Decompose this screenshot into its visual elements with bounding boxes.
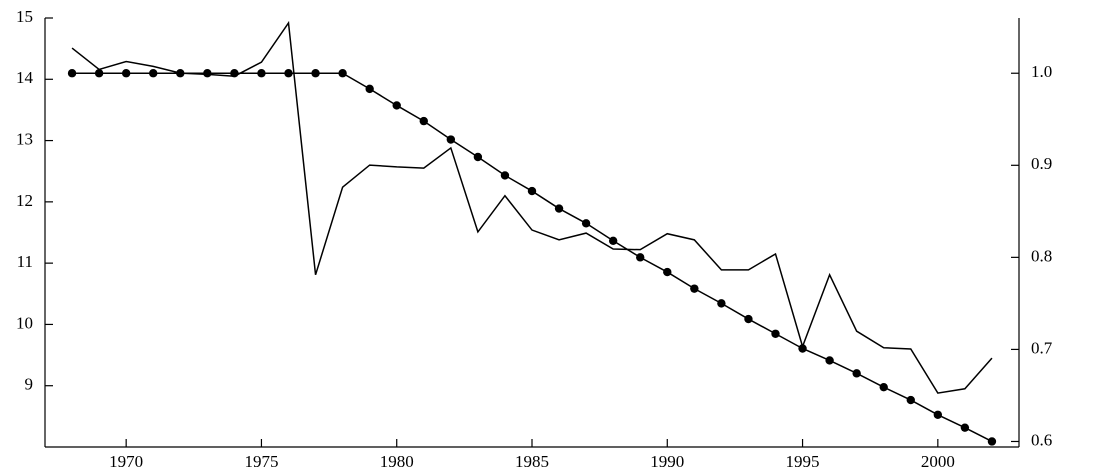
- y-tick-label: 12: [16, 191, 33, 210]
- series-point: [230, 69, 239, 78]
- series-point: [554, 204, 564, 213]
- y2-tick-label: 0.9: [1031, 154, 1052, 173]
- series-point: [527, 186, 537, 196]
- series-point: [94, 69, 104, 78]
- x-tick-label: 1980: [380, 452, 414, 471]
- series-point: [473, 152, 483, 162]
- series-point: [933, 410, 943, 419]
- series-point: [663, 267, 672, 277]
- series-point: [852, 369, 861, 378]
- series-point: [717, 299, 726, 308]
- series-point: [608, 236, 618, 245]
- series-point: [581, 219, 591, 228]
- series-point: [960, 423, 970, 432]
- x-tick-label: 1975: [244, 452, 278, 471]
- series-point: [203, 69, 212, 78]
- series-point: [419, 116, 428, 126]
- x-tick-label: 2000: [921, 452, 955, 471]
- series-point: [392, 101, 401, 110]
- series-point: [879, 382, 888, 392]
- series-point: [771, 329, 780, 338]
- y-tick-label: 11: [17, 252, 33, 271]
- y-tick-label: 13: [16, 129, 33, 148]
- series-point: [284, 69, 293, 78]
- series-point: [636, 253, 645, 262]
- series-point: [987, 437, 997, 446]
- series-point: [121, 69, 131, 78]
- y2-tick-label: 1.0: [1031, 62, 1052, 81]
- y2-tick-label: 0.7: [1031, 338, 1053, 357]
- series-point: [825, 356, 834, 365]
- x-tick-label: 1990: [650, 452, 684, 471]
- series-point: [744, 314, 753, 324]
- series-point: [257, 69, 266, 78]
- series-point: [906, 395, 915, 405]
- series-point: [365, 84, 374, 94]
- series-point: [67, 69, 77, 78]
- series-point: [798, 344, 807, 353]
- x-tick-label: 1970: [109, 452, 143, 471]
- y-tick-label: 14: [16, 68, 34, 87]
- series-line: [71, 20, 993, 394]
- series-point: [500, 171, 510, 180]
- y-tick-label: 9: [25, 375, 34, 394]
- y2-tick-label: 0.8: [1031, 246, 1052, 265]
- x-tick-label: 1995: [786, 452, 820, 471]
- x-tick-label: 1985: [515, 452, 549, 471]
- y-tick-label: 15: [16, 7, 33, 26]
- series-point: [149, 69, 158, 78]
- y2-tick-label: 0.6: [1031, 430, 1052, 449]
- series-point: [446, 135, 456, 144]
- series-point: [690, 284, 699, 293]
- series-point: [338, 69, 347, 78]
- series-point: [176, 69, 185, 78]
- y-tick-label: 10: [16, 313, 33, 332]
- series-line: [72, 72, 993, 443]
- series-point: [311, 69, 320, 78]
